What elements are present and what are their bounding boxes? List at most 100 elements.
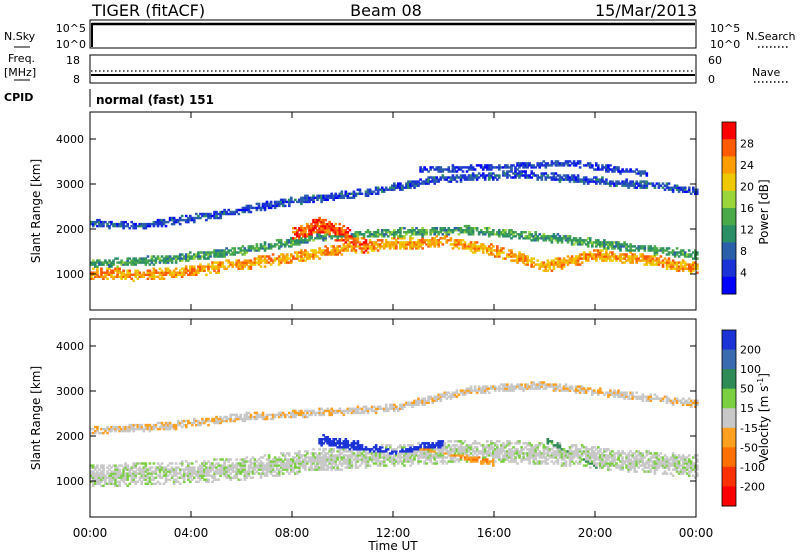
heatmap-cell: [112, 261, 115, 264]
heatmap-cell: [477, 249, 481, 252]
heatmap-cell: [401, 403, 404, 407]
heatmap-cell: [621, 245, 624, 248]
heatmap-cell: [461, 231, 465, 234]
heatmap-cell: [376, 454, 380, 457]
heatmap-cell: [366, 245, 370, 248]
heatmap-cell: [213, 472, 216, 475]
heatmap-cell: [659, 261, 663, 264]
heatmap-cell: [112, 427, 115, 431]
heatmap-cell: [415, 403, 418, 407]
heatmap-cell: [389, 245, 392, 248]
heatmap-cell: [112, 425, 115, 429]
heatmap-cell: [126, 273, 130, 277]
heatmap-cell: [326, 466, 329, 469]
heatmap-cell: [326, 253, 329, 256]
heatmap-cell: [247, 464, 251, 467]
heatmap-cell: [302, 233, 305, 236]
heatmap-cell: [191, 478, 194, 481]
heatmap-cell: [364, 450, 368, 453]
heatmap-cell: [516, 259, 519, 262]
heatmap-cell: [217, 472, 220, 475]
heatmap-cell: [144, 261, 148, 264]
heatmap-cell: [395, 458, 398, 461]
heatmap-cell: [433, 245, 437, 248]
heatmap-cell: [518, 255, 521, 258]
heatmap-cell: [609, 241, 612, 244]
heatmap-cell: [366, 229, 370, 232]
heatmap-cell: [96, 261, 99, 264]
heatmap-cell: [425, 239, 428, 242]
heatmap-cell: [376, 235, 380, 238]
heatmap-cell: [122, 222, 125, 226]
heatmap-cell: [399, 231, 402, 234]
heatmap-cell: [253, 462, 257, 465]
heatmap-cell: [657, 249, 661, 252]
heatmap-cell: [433, 178, 437, 181]
heatmap-cell: [530, 166, 534, 169]
heatmap-cell: [180, 419, 184, 423]
heatmap-cell: [328, 253, 332, 256]
heatmap-cell: [168, 269, 172, 272]
heatmap-cell: [639, 247, 643, 250]
heatmap-cell: [285, 413, 289, 417]
heatmap-cell: [582, 164, 586, 167]
heatmap-cell: [312, 220, 315, 224]
heatmap-cell: [90, 480, 93, 484]
heatmap-cell: [409, 241, 412, 244]
heatmap-cell: [502, 172, 505, 175]
heatmap-cell: [231, 212, 235, 216]
heatmap-cell: [174, 478, 178, 481]
heatmap-cell: [502, 174, 505, 177]
heatmap-cell: [134, 271, 138, 274]
heatmap-cell: [625, 245, 628, 248]
heatmap-cell: [281, 468, 285, 471]
heatmap-cell: [637, 249, 641, 252]
heatmap-cell: [352, 409, 356, 413]
heatmap-cell: [122, 474, 125, 477]
heatmap-cell: [342, 224, 346, 228]
heatmap-cell: [300, 237, 303, 240]
heatmap-cell: [316, 196, 319, 200]
heatmap-cell: [98, 275, 101, 279]
heatmap-cell: [384, 233, 388, 236]
heatmap-cell: [370, 454, 374, 457]
heatmap-cell: [467, 245, 471, 248]
heatmap-cell: [189, 480, 192, 484]
heatmap-cell: [150, 271, 154, 274]
heatmap-cell: [403, 231, 406, 234]
heatmap-cell: [340, 233, 344, 236]
heatmap-cell: [421, 239, 424, 242]
heatmap-cell: [675, 251, 679, 254]
heatmap-cell: [667, 261, 671, 264]
heatmap-cell: [128, 474, 132, 477]
heatmap-cell: [92, 220, 95, 224]
heatmap-cell: [395, 448, 398, 451]
heatmap-cell: [215, 261, 218, 264]
heatmap-cell: [360, 444, 364, 447]
heatmap-cell: [429, 454, 433, 457]
heatmap-cell: [211, 468, 214, 471]
heatmap-cell: [427, 442, 430, 445]
heatmap-cell: [271, 415, 275, 419]
heatmap-cell: [241, 464, 245, 467]
heatmap-cell: [433, 233, 437, 236]
heatmap-cell: [413, 233, 416, 236]
heatmap-cell: [322, 462, 325, 465]
heatmap-cell: [158, 259, 162, 262]
heatmap-cell: [324, 462, 327, 465]
heatmap-cell: [142, 462, 146, 465]
heatmap-cell: [310, 460, 313, 463]
heatmap-cell: [520, 162, 523, 165]
heatmap-cell: [692, 265, 695, 268]
heatmap-cell: [330, 411, 334, 415]
heatmap-cell: [433, 229, 437, 232]
power-heatmap: [90, 160, 699, 283]
heatmap-cell: [435, 235, 439, 238]
heatmap-cell: [338, 444, 342, 447]
heatmap-cell: [415, 454, 418, 457]
heatmap-cell: [124, 224, 127, 228]
heatmap-cell: [459, 178, 463, 181]
heatmap-cell: [140, 275, 144, 279]
heatmap-cell: [399, 245, 402, 248]
heatmap-cell: [522, 253, 525, 256]
